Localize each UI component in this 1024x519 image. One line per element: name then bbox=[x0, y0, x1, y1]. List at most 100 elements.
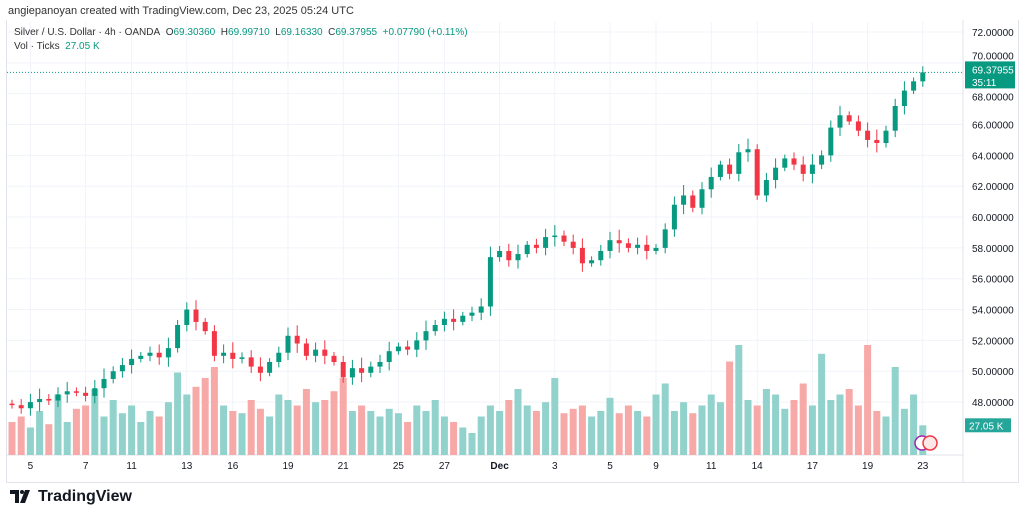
candle bbox=[83, 386, 89, 402]
candle bbox=[248, 350, 254, 374]
volume-bar bbox=[514, 389, 522, 455]
candle-body bbox=[589, 260, 595, 264]
candle bbox=[644, 235, 650, 260]
candle bbox=[828, 120, 834, 162]
candle bbox=[451, 309, 457, 331]
candle bbox=[267, 358, 273, 377]
volume-bar bbox=[312, 402, 320, 455]
candle bbox=[202, 318, 208, 335]
candle-body bbox=[644, 244, 650, 251]
candle-body bbox=[681, 195, 687, 205]
volume-bar bbox=[210, 367, 218, 455]
x-tick-label: 19 bbox=[862, 461, 874, 472]
x-tick-label: 5 bbox=[28, 461, 34, 472]
candle-body bbox=[248, 357, 254, 367]
x-tick-label: 7 bbox=[83, 461, 89, 472]
candle bbox=[635, 237, 641, 255]
candle bbox=[570, 234, 576, 255]
candle bbox=[27, 393, 33, 416]
volume-bar bbox=[118, 413, 126, 455]
current-price-label-box bbox=[965, 61, 1015, 89]
candle bbox=[598, 244, 604, 266]
candle bbox=[855, 115, 861, 137]
y-tick-label: 54.00000 bbox=[972, 306, 1014, 317]
volume-bar bbox=[63, 422, 71, 455]
volume-bar bbox=[348, 411, 356, 455]
y-tick-label: 64.00000 bbox=[972, 151, 1014, 162]
volume-bar bbox=[726, 361, 734, 455]
candle bbox=[653, 244, 659, 255]
candle-body bbox=[368, 366, 374, 373]
candle-body bbox=[478, 306, 484, 313]
candle-body bbox=[708, 176, 714, 190]
candle-body bbox=[671, 204, 677, 230]
volume-bar bbox=[413, 405, 421, 455]
candle bbox=[331, 351, 337, 366]
candle bbox=[487, 246, 493, 316]
candle bbox=[395, 342, 401, 355]
candle-body bbox=[156, 352, 162, 358]
candle-body bbox=[533, 244, 539, 248]
candle-body bbox=[883, 130, 889, 144]
volume-bar bbox=[854, 405, 862, 455]
candle bbox=[911, 77, 917, 95]
candle bbox=[119, 357, 125, 378]
candle-body bbox=[607, 240, 613, 251]
candle bbox=[18, 399, 24, 414]
candle bbox=[129, 349, 135, 374]
candle bbox=[405, 340, 411, 356]
y-tick-label: 50.00000 bbox=[972, 367, 1014, 378]
volume-bar bbox=[284, 400, 292, 455]
candle-body bbox=[147, 352, 153, 356]
volume-bar bbox=[689, 413, 697, 455]
volume-bar bbox=[836, 394, 844, 455]
tradingview-logo[interactable]: TradingView bbox=[10, 488, 132, 506]
volume-bar bbox=[229, 411, 237, 455]
candle-body bbox=[83, 392, 89, 396]
candle bbox=[717, 160, 723, 181]
candle bbox=[819, 150, 825, 170]
candle bbox=[837, 105, 843, 137]
candle-body bbox=[635, 244, 641, 248]
candle bbox=[561, 230, 567, 247]
candle-body bbox=[230, 352, 236, 359]
volume-bar bbox=[551, 378, 559, 455]
candle bbox=[303, 338, 309, 361]
volume-bar bbox=[238, 413, 246, 455]
candle bbox=[809, 154, 815, 184]
candle-body bbox=[662, 229, 668, 248]
candle-body bbox=[699, 189, 705, 208]
current-price-label: 69.37955 bbox=[972, 65, 1014, 76]
candle bbox=[340, 355, 346, 383]
volume-bar bbox=[578, 405, 586, 455]
candle-body bbox=[524, 244, 530, 255]
candle bbox=[552, 225, 558, 247]
candle-body bbox=[313, 349, 319, 356]
candle bbox=[671, 196, 677, 237]
candle-body bbox=[377, 361, 383, 367]
candle bbox=[294, 325, 300, 353]
volume-bar bbox=[873, 411, 881, 455]
candle bbox=[9, 399, 15, 409]
x-tick-label: 25 bbox=[393, 461, 405, 472]
volume-bar bbox=[45, 424, 53, 455]
volume-bar bbox=[670, 411, 678, 455]
candle bbox=[211, 325, 217, 362]
volume-bar bbox=[146, 411, 154, 455]
candle-body bbox=[506, 250, 512, 261]
candle bbox=[681, 184, 687, 215]
volume-bar bbox=[82, 405, 90, 455]
volume-bar bbox=[698, 405, 706, 455]
x-tick-label: 19 bbox=[282, 461, 294, 472]
candle bbox=[708, 167, 714, 198]
volume-bar bbox=[155, 416, 163, 455]
us-flag-event-icon bbox=[922, 435, 938, 451]
y-tick-label: 52.00000 bbox=[972, 336, 1014, 347]
volume-bar bbox=[827, 400, 835, 455]
volume-bar bbox=[652, 394, 660, 455]
volume-bar bbox=[422, 411, 430, 455]
volume-bar bbox=[624, 405, 632, 455]
candle-body bbox=[727, 164, 733, 174]
candle-body bbox=[322, 349, 328, 356]
